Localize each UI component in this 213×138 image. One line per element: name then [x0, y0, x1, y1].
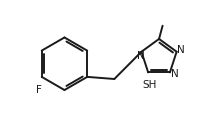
- Text: N: N: [171, 69, 178, 79]
- Text: F: F: [36, 85, 42, 95]
- Text: N: N: [137, 51, 145, 61]
- Text: N: N: [177, 45, 185, 55]
- Text: SH: SH: [143, 80, 157, 90]
